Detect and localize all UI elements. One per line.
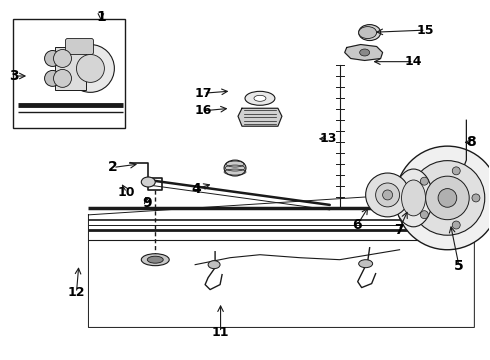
Circle shape: [45, 71, 61, 86]
Circle shape: [376, 183, 399, 207]
Ellipse shape: [359, 260, 372, 268]
Circle shape: [53, 69, 72, 87]
FancyBboxPatch shape: [66, 39, 94, 54]
Circle shape: [452, 167, 460, 175]
Circle shape: [410, 161, 485, 235]
Ellipse shape: [359, 24, 381, 41]
Text: 16: 16: [195, 104, 212, 117]
Ellipse shape: [254, 95, 266, 101]
Bar: [13, 19, 125, 128]
Circle shape: [366, 173, 410, 217]
Circle shape: [395, 146, 490, 250]
Text: 5: 5: [454, 259, 464, 273]
Text: 3: 3: [10, 69, 19, 83]
Text: 13: 13: [319, 132, 337, 145]
Text: 15: 15: [417, 24, 435, 37]
Circle shape: [420, 211, 428, 219]
Ellipse shape: [394, 169, 433, 227]
Circle shape: [420, 177, 428, 185]
Text: 9: 9: [143, 196, 152, 210]
Ellipse shape: [141, 177, 155, 187]
Circle shape: [426, 176, 469, 220]
Text: 8: 8: [466, 135, 476, 149]
Text: 1: 1: [96, 10, 106, 24]
Text: 17: 17: [195, 87, 212, 100]
Ellipse shape: [141, 254, 169, 266]
Ellipse shape: [208, 261, 220, 269]
Circle shape: [383, 190, 392, 200]
Text: 4: 4: [191, 182, 201, 196]
Ellipse shape: [245, 91, 275, 105]
Polygon shape: [238, 108, 282, 126]
Circle shape: [472, 194, 480, 202]
Ellipse shape: [224, 160, 246, 176]
Polygon shape: [345, 45, 383, 60]
Circle shape: [438, 189, 457, 207]
Text: 6: 6: [353, 218, 362, 232]
Circle shape: [53, 50, 72, 67]
Text: 12: 12: [68, 287, 85, 300]
Ellipse shape: [360, 49, 369, 56]
Ellipse shape: [359, 27, 377, 39]
Ellipse shape: [147, 256, 163, 263]
Text: 7: 7: [394, 223, 404, 237]
Text: 14: 14: [405, 55, 422, 68]
Text: 10: 10: [118, 186, 136, 199]
Circle shape: [452, 221, 460, 229]
Circle shape: [67, 45, 114, 92]
Ellipse shape: [401, 180, 425, 216]
Circle shape: [45, 50, 61, 67]
Circle shape: [76, 54, 104, 82]
Text: 11: 11: [212, 326, 229, 339]
Text: 2: 2: [108, 161, 118, 175]
Bar: [54, 46, 86, 90]
